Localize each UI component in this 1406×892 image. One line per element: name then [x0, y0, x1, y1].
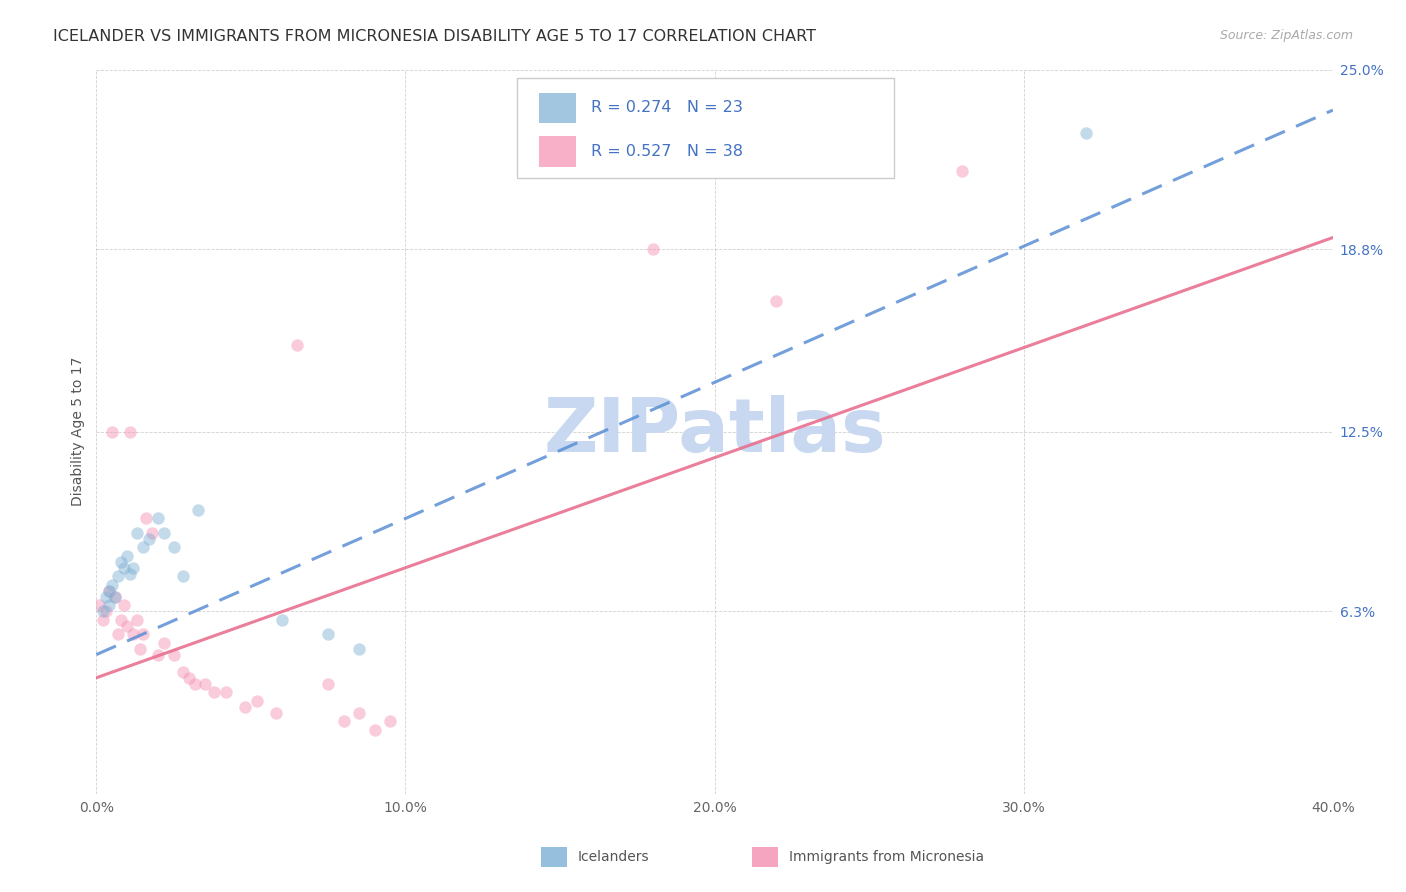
Point: [193, 676, 215, 690]
Point: [141, 525, 163, 540]
Point: [101, 578, 124, 592]
Point: [91, 613, 114, 627]
Point: [94, 604, 117, 618]
Point: [132, 627, 155, 641]
Point: [347, 641, 370, 656]
Point: [270, 613, 292, 627]
Point: [153, 636, 176, 650]
Text: ZIPatlas: ZIPatlas: [543, 395, 886, 468]
Point: [202, 685, 225, 699]
Text: Immigrants from Micronesia: Immigrants from Micronesia: [789, 850, 984, 864]
Point: [112, 599, 135, 613]
Point: [153, 525, 176, 540]
Point: [347, 706, 370, 720]
Point: [101, 425, 124, 439]
Point: [138, 532, 160, 546]
Point: [162, 648, 184, 662]
Point: [162, 541, 184, 555]
Point: [110, 555, 132, 569]
Point: [233, 699, 256, 714]
Point: [128, 641, 150, 656]
Point: [125, 525, 148, 540]
Point: [97, 599, 120, 613]
Point: [122, 560, 145, 574]
Point: [316, 627, 339, 641]
Text: Source: ZipAtlas.com: Source: ZipAtlas.com: [1219, 29, 1353, 42]
Point: [120, 566, 142, 581]
Point: [112, 560, 135, 574]
Point: [765, 294, 787, 309]
Point: [177, 671, 200, 685]
Point: [107, 627, 129, 641]
Bar: [538, 93, 576, 123]
Point: [117, 618, 139, 632]
Point: [117, 549, 139, 563]
Point: [215, 685, 238, 699]
Point: [104, 590, 127, 604]
Point: [148, 648, 170, 662]
Point: [107, 569, 129, 583]
Point: [132, 541, 155, 555]
Point: [950, 164, 973, 178]
Point: [332, 714, 354, 729]
Text: Icelanders: Icelanders: [578, 850, 650, 864]
Point: [104, 590, 127, 604]
Y-axis label: Disability Age 5 to 17: Disability Age 5 to 17: [72, 357, 86, 507]
FancyBboxPatch shape: [517, 78, 894, 178]
Point: [172, 569, 194, 583]
Point: [97, 583, 120, 598]
Point: [89, 599, 111, 613]
Text: ICELANDER VS IMMIGRANTS FROM MICRONESIA DISABILITY AGE 5 TO 17 CORRELATION CHART: ICELANDER VS IMMIGRANTS FROM MICRONESIA …: [53, 29, 817, 44]
Point: [110, 613, 132, 627]
Point: [148, 511, 170, 525]
Text: R = 0.274   N = 23: R = 0.274 N = 23: [591, 100, 742, 115]
Point: [187, 503, 209, 517]
Point: [1074, 126, 1097, 140]
Text: R = 0.527   N = 38: R = 0.527 N = 38: [591, 144, 742, 159]
Point: [264, 706, 287, 720]
Point: [184, 676, 207, 690]
Point: [125, 613, 148, 627]
Point: [246, 694, 269, 708]
Point: [316, 676, 339, 690]
Point: [135, 511, 157, 525]
Point: [363, 723, 385, 737]
Point: [94, 590, 117, 604]
Point: [91, 604, 114, 618]
Point: [97, 583, 120, 598]
Point: [122, 627, 145, 641]
Point: [285, 337, 308, 351]
Point: [172, 665, 194, 679]
Bar: [538, 136, 576, 167]
Point: [120, 425, 142, 439]
Point: [378, 714, 401, 729]
Point: [641, 242, 664, 256]
